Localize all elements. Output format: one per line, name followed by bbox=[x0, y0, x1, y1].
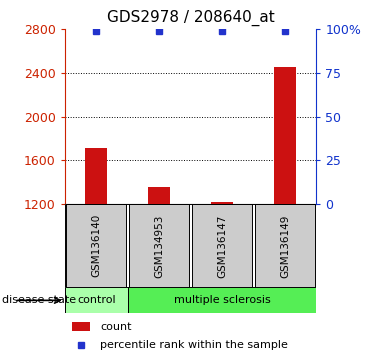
Text: disease state: disease state bbox=[2, 295, 76, 306]
Bar bbox=[192, 204, 252, 287]
Text: GSM136140: GSM136140 bbox=[91, 214, 101, 278]
Bar bbox=[211, 201, 233, 204]
Bar bbox=[66, 204, 126, 287]
Text: count: count bbox=[100, 322, 131, 332]
Text: multiple sclerosis: multiple sclerosis bbox=[174, 295, 270, 306]
Bar bbox=[274, 67, 296, 204]
Text: percentile rank within the sample: percentile rank within the sample bbox=[100, 340, 288, 350]
Text: GSM134953: GSM134953 bbox=[154, 214, 164, 278]
Bar bbox=[148, 187, 170, 204]
Title: GDS2978 / 208640_at: GDS2978 / 208640_at bbox=[107, 10, 275, 26]
Text: GSM136147: GSM136147 bbox=[217, 214, 227, 278]
Text: control: control bbox=[77, 295, 115, 306]
Bar bbox=[85, 148, 107, 204]
Bar bbox=[128, 287, 316, 313]
Text: GSM136149: GSM136149 bbox=[280, 214, 290, 278]
Bar bbox=[255, 204, 315, 287]
Bar bbox=[72, 322, 90, 331]
Bar bbox=[65, 287, 128, 313]
Bar bbox=[129, 204, 189, 287]
